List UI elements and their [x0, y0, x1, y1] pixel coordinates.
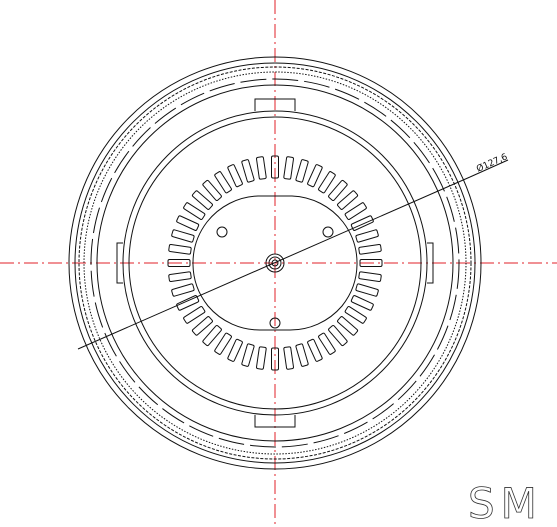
outer-rim: [68, 56, 482, 470]
slot: [295, 159, 309, 183]
slot: [183, 306, 206, 324]
slot: [241, 159, 255, 183]
slot: [350, 215, 374, 231]
slot: [167, 259, 191, 267]
hidden-circle: [90, 78, 460, 448]
dimension-label: Ø127,6: [475, 151, 510, 175]
rim-inner: [96, 84, 454, 442]
dimension-line: [77, 176, 471, 350]
body-circle: [122, 110, 428, 416]
slot: [191, 316, 213, 336]
slot: [350, 295, 374, 311]
slot: [283, 156, 294, 180]
rim-second: [74, 62, 476, 464]
slot: [328, 325, 348, 347]
slot: [171, 283, 195, 297]
slot: [358, 244, 382, 255]
slot: [337, 190, 359, 210]
slot: [318, 171, 336, 194]
slot: [271, 347, 279, 371]
rim-knurl: [78, 66, 472, 460]
slot: [307, 338, 323, 362]
plate-outline: [192, 195, 358, 331]
slot: [168, 244, 192, 255]
slot: [191, 190, 213, 210]
slot: [307, 164, 323, 188]
slot: [337, 316, 359, 336]
slot: [202, 179, 222, 201]
rim-knurl-inner: [83, 71, 467, 455]
slot: [176, 295, 200, 311]
slot: [256, 346, 267, 370]
slot: [171, 229, 195, 243]
slot: [202, 325, 222, 347]
slot: [227, 338, 243, 362]
slot: [256, 156, 267, 180]
slot: [344, 306, 367, 324]
slot: [227, 164, 243, 188]
slot: [283, 346, 294, 370]
slot: [183, 202, 206, 220]
hole: [216, 226, 228, 238]
slot: [168, 271, 192, 282]
slot: [355, 229, 379, 243]
slot: [176, 215, 200, 231]
slot: [241, 343, 255, 367]
vent-slots: [167, 155, 383, 371]
hub: [265, 253, 285, 273]
tabs: [116, 98, 434, 428]
watermark: SM: [468, 479, 543, 527]
slot: [214, 332, 232, 355]
body: [116, 98, 434, 428]
dimension: Ø127,6: [77, 151, 510, 350]
hole: [322, 226, 334, 238]
leader: [469, 159, 509, 178]
slot: [359, 259, 383, 267]
hole: [269, 317, 281, 329]
hub-inner: [268, 256, 282, 270]
slot: [355, 283, 379, 297]
rim-outer: [68, 56, 482, 470]
slot: [358, 271, 382, 282]
slot: [344, 202, 367, 220]
slot: [318, 332, 336, 355]
center-plate: [192, 195, 358, 331]
slot: [295, 343, 309, 367]
hub-core: [271, 259, 279, 267]
slot: [328, 179, 348, 201]
slot: [271, 155, 279, 179]
body-inner-circle: [128, 116, 422, 410]
slot: [214, 171, 232, 194]
